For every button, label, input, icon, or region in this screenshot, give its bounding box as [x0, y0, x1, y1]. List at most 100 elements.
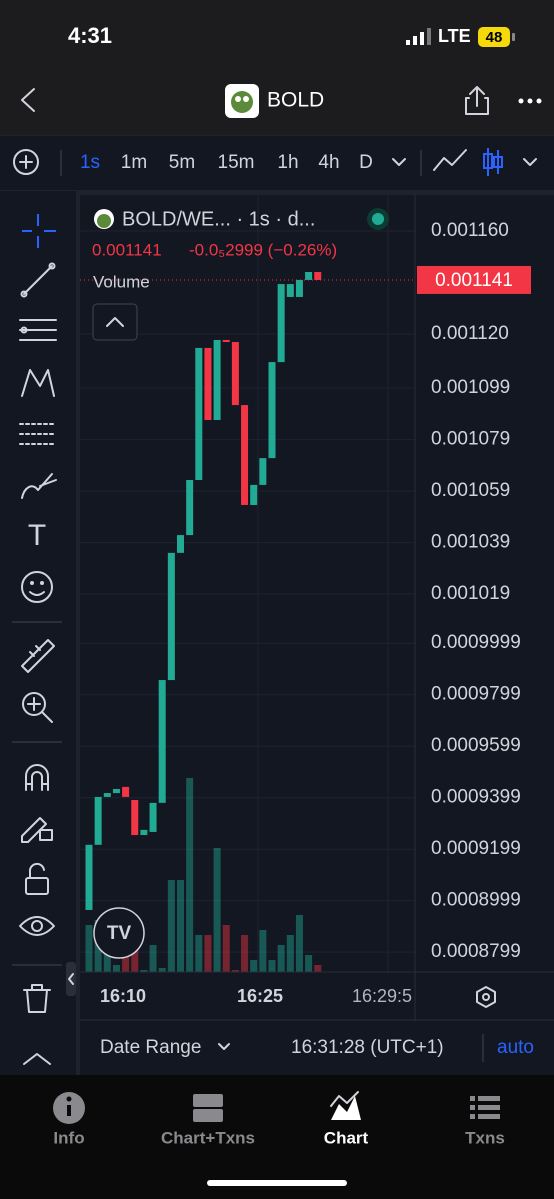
interval-button[interactable]: 4h	[318, 152, 339, 173]
volume-bar	[277, 945, 285, 972]
tradingview-logo[interactable]	[93, 907, 145, 959]
info-icon	[53, 1092, 85, 1124]
candle-body	[250, 484, 258, 505]
x-tick-label: 16:29:5	[352, 986, 412, 1006]
interval-dropdown[interactable]	[392, 158, 406, 166]
tab-label[interactable]: Chart+Txns	[161, 1128, 255, 1147]
x-tick-label: 16:25	[237, 986, 283, 1006]
magnet-tool[interactable]	[25, 764, 49, 791]
text-tool[interactable]: T	[28, 519, 46, 552]
drawing-tools-bg	[0, 191, 76, 1075]
y-tick-label: 0.0009799	[431, 684, 521, 705]
network: LTE	[438, 26, 471, 46]
candle-body	[94, 796, 102, 845]
legend-price: 0.001141	[92, 240, 162, 259]
y-tick-label: 0.001099	[431, 377, 510, 398]
crosshair-tool[interactable]	[22, 214, 56, 248]
candle-body	[186, 480, 194, 536]
trend-line-tool[interactable]	[20, 262, 56, 298]
tab-label[interactable]: Chart	[324, 1128, 369, 1147]
lock-drawings-tool[interactable]	[21, 817, 53, 843]
candle-body	[85, 844, 93, 910]
brush-tool[interactable]	[21, 473, 57, 499]
volume-bar	[195, 935, 203, 972]
candle-body	[231, 342, 239, 406]
collapse-legend-button[interactable]	[92, 303, 138, 341]
pattern-tool[interactable]	[21, 369, 55, 397]
zoom-tool[interactable]	[22, 692, 53, 723]
header-title: BOLD	[267, 89, 324, 112]
more-tools[interactable]	[23, 1053, 51, 1065]
back-button[interactable]	[21, 88, 35, 112]
y-tick-label: 0.0008799	[431, 941, 521, 962]
volume-bar	[222, 925, 230, 972]
volume-bar	[85, 925, 93, 972]
candle-body	[268, 362, 276, 459]
y-tick-label: 0.0009199	[431, 838, 521, 859]
candle-body	[314, 271, 322, 280]
y-tick-label: 0.001160	[431, 220, 509, 241]
volume-bar	[103, 950, 111, 972]
token-logo-face	[231, 91, 253, 113]
fib-tool[interactable]	[19, 319, 57, 341]
interval-button[interactable]: 1s	[80, 152, 100, 173]
interval-button[interactable]: 5m	[169, 152, 195, 173]
collapse-tools-button[interactable]	[66, 962, 76, 996]
settings-button[interactable]	[476, 986, 496, 1008]
auto-scale-button[interactable]: auto	[497, 1037, 534, 1058]
y-tick-label: 0.001019	[431, 583, 510, 604]
volume-bar	[122, 955, 130, 972]
y-tick-label: 0.0009999	[431, 632, 521, 653]
candle-body	[259, 458, 267, 485]
candle-body	[177, 535, 184, 553]
candle-chart-button[interactable]	[483, 148, 503, 176]
last-price-label-bg	[417, 265, 531, 294]
visibility-tool[interactable]	[19, 916, 55, 936]
chart-type-dropdown[interactable]	[523, 158, 537, 166]
txns-icon	[470, 1096, 500, 1119]
add-indicator-button[interactable]	[13, 149, 39, 175]
line-chart-button[interactable]	[433, 149, 467, 171]
candle-body	[158, 680, 166, 803]
interval-button[interactable]: D	[359, 152, 373, 173]
candle-body	[140, 829, 148, 836]
share-button[interactable]	[465, 86, 489, 115]
volume-bar	[314, 965, 322, 972]
interval-button[interactable]: 1m	[121, 152, 147, 173]
tradingview-mark: TV	[107, 923, 132, 944]
volume-bar	[231, 970, 239, 972]
lock-tool[interactable]	[25, 862, 49, 895]
tab-label[interactable]: Info	[53, 1128, 84, 1147]
y-tick-label: 0.0008999	[431, 890, 521, 911]
delete-tool[interactable]	[23, 984, 51, 1013]
clock: 4:31	[68, 23, 112, 48]
more-button[interactable]	[518, 98, 542, 104]
emoji-tool[interactable]	[21, 571, 53, 603]
chart-icon	[330, 1091, 361, 1120]
volume-bar	[250, 960, 258, 972]
volume-bar	[186, 778, 194, 972]
volume-bar	[131, 935, 139, 972]
timezone[interactable]: 16:31:28 (UTC+1)	[291, 1037, 444, 1058]
ruler-tool[interactable]	[21, 639, 55, 673]
y-tick-label: 0.001039	[431, 532, 510, 553]
date-range-button[interactable]: Date Range	[100, 1037, 201, 1058]
tab-label[interactable]: Txns	[465, 1128, 505, 1147]
volume-bar	[149, 945, 157, 972]
projection-tool[interactable]	[19, 423, 57, 445]
candle-body	[112, 788, 120, 794]
candle-body	[277, 284, 285, 363]
last-price-label: 0.001141	[435, 270, 513, 291]
volume-bar	[213, 848, 221, 972]
interval-button[interactable]: 15m	[218, 152, 255, 173]
volume-bar	[259, 930, 267, 972]
volume-bar	[167, 880, 175, 972]
candle-body	[222, 339, 230, 343]
interval-button[interactable]: 1h	[277, 152, 298, 173]
symbol-title: BOLD/WE... · 1s · d...	[122, 208, 315, 230]
volume-bar	[177, 880, 184, 972]
volume-bar	[158, 968, 166, 972]
candle-body	[131, 800, 139, 836]
